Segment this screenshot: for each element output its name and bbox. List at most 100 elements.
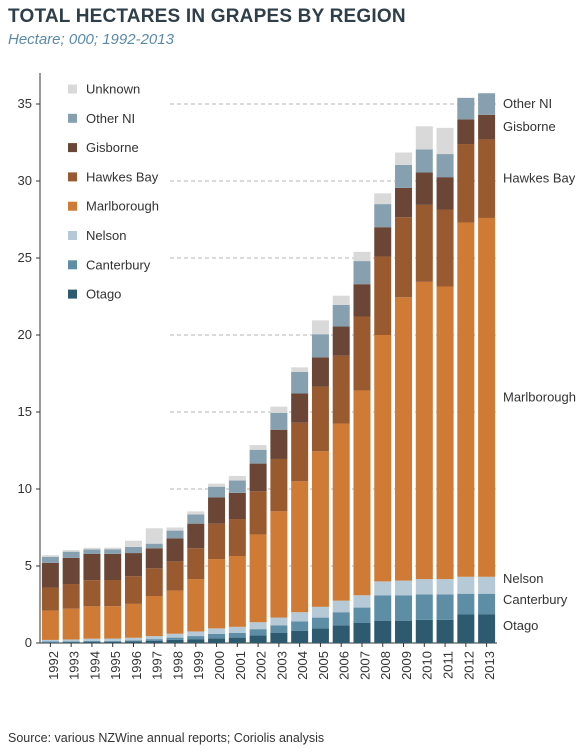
bar-segment-otago xyxy=(332,625,350,643)
bar-segment-marlborough xyxy=(145,596,163,637)
x-tick-label: 2002 xyxy=(254,651,269,680)
bar-segment-unknown xyxy=(374,193,392,205)
bar-segment-canterbury xyxy=(291,621,309,631)
bar-segment-canterbury xyxy=(187,636,205,640)
y-tick-label: 15 xyxy=(18,404,32,419)
bar-segment-canterbury xyxy=(395,595,413,621)
bar-segment-gisborne xyxy=(62,557,80,585)
bar-segment-nelson xyxy=(374,581,392,596)
x-tick-label: 1994 xyxy=(87,651,102,680)
source-note: Source: various NZWine annual reports; C… xyxy=(8,731,325,745)
bar-segment-gisborne xyxy=(415,172,433,205)
bar-segment-marlborough xyxy=(83,606,101,639)
bar-segment-gisborne xyxy=(41,562,59,588)
x-tick-label: 2010 xyxy=(420,651,435,680)
bar-segment-marlborough xyxy=(208,559,226,629)
x-tick-label: 1992 xyxy=(46,651,61,680)
bar-segment-other-ni xyxy=(104,549,122,554)
bar-segment-gisborne xyxy=(249,463,267,492)
legend-label: Nelson xyxy=(86,228,126,243)
legend-label: Other NI xyxy=(86,111,135,126)
bar-segment-otago xyxy=(62,642,80,643)
bar-segment-nelson xyxy=(104,638,122,641)
legend-swatch xyxy=(68,231,77,240)
bar-segment-otago xyxy=(436,619,454,643)
bar-segment-nelson xyxy=(478,576,496,594)
bar-segment-marlborough xyxy=(166,590,184,634)
bar-segment-unknown xyxy=(415,126,433,150)
bar-segment-marlborough xyxy=(332,423,350,601)
bar-segment-nelson xyxy=(395,580,413,596)
bar-segment-nelson xyxy=(249,622,267,630)
x-tick-label: 1997 xyxy=(150,651,165,680)
bar-segment-otago xyxy=(249,635,267,643)
x-tick-label: 1996 xyxy=(129,651,144,680)
bar-segment-unknown xyxy=(228,475,246,481)
bar-segment-gisborne xyxy=(291,393,309,423)
bar-segment-canterbury xyxy=(478,593,496,615)
bar-segment-unknown xyxy=(353,251,371,262)
legend-swatch xyxy=(68,143,77,153)
bar-segment-otago xyxy=(187,639,205,643)
bar-segment-unknown xyxy=(208,483,226,487)
bar-segment-unknown xyxy=(166,527,184,531)
bar-segment-otago xyxy=(291,630,309,643)
bar-segment-canterbury xyxy=(353,607,371,623)
bar-segment-other-ni xyxy=(436,154,454,178)
x-tick-label: 2012 xyxy=(461,651,476,680)
y-tick-label: 0 xyxy=(25,635,32,650)
bar-segment-gisborne xyxy=(457,119,475,145)
bar-segment-hawkes-bay xyxy=(395,217,413,298)
bar-segment-hawkes-bay xyxy=(41,587,59,611)
y-tick-label: 25 xyxy=(18,250,32,265)
bar-segment-nelson xyxy=(62,639,80,642)
bar-segment-other-ni xyxy=(457,97,475,120)
legend-label: Otago xyxy=(86,287,121,302)
bar-segment-gisborne xyxy=(374,227,392,257)
bar-segment-canterbury xyxy=(228,632,246,638)
x-tick-label: 2004 xyxy=(295,651,310,680)
bar-segment-other-ni xyxy=(478,93,496,115)
bar-segment-gisborne xyxy=(124,553,142,577)
bar-segment-otago xyxy=(374,620,392,643)
bar-segment-gisborne xyxy=(145,548,163,569)
bar-segment-canterbury xyxy=(436,594,454,620)
bar-segment-hawkes-bay xyxy=(478,139,496,218)
bar-segment-hawkes-bay xyxy=(374,256,392,335)
bar-segment-other-ni xyxy=(353,261,371,285)
bar-segment-unknown xyxy=(270,406,288,413)
bar-segment-nelson xyxy=(353,595,371,608)
bar-segment-marlborough xyxy=(270,511,288,618)
bar-segment-marlborough xyxy=(104,606,122,639)
bar-segment-marlborough xyxy=(395,297,413,581)
bar-segment-canterbury xyxy=(374,595,392,621)
bar-segment-marlborough xyxy=(457,222,475,577)
bar-segment-other-ni xyxy=(249,449,267,464)
x-tick-label: 2008 xyxy=(378,651,393,680)
bar-segment-unknown xyxy=(436,127,454,155)
bar-segment-other-ni xyxy=(415,149,433,173)
right-label: Marlborough xyxy=(503,389,576,404)
bar-segment-hawkes-bay xyxy=(187,548,205,580)
bar-segment-canterbury xyxy=(332,612,350,626)
bar-segment-otago xyxy=(208,638,226,643)
bar-segment-canterbury xyxy=(415,594,433,620)
bar-segment-otago xyxy=(104,641,122,643)
right-label: Hawkes Bay xyxy=(503,171,576,186)
x-tick-label: 1995 xyxy=(108,651,123,680)
bar-segment-other-ni xyxy=(41,556,59,563)
bar-segment-unknown xyxy=(311,320,329,335)
bar-segment-other-ni xyxy=(83,549,101,554)
bar-segment-nelson xyxy=(228,626,246,633)
bar-segment-otago xyxy=(457,614,475,643)
bar-segment-marlborough xyxy=(436,286,454,580)
bar-segment-hawkes-bay xyxy=(436,209,454,287)
bar-segment-hawkes-bay xyxy=(249,491,267,535)
bar-segment-hawkes-bay xyxy=(415,204,433,282)
x-tick-label: 2006 xyxy=(337,651,352,680)
bar-segment-hawkes-bay xyxy=(311,386,329,452)
bar-segment-canterbury xyxy=(124,640,142,642)
bar-segment-otago xyxy=(478,614,496,643)
bar-segment-canterbury xyxy=(249,629,267,636)
